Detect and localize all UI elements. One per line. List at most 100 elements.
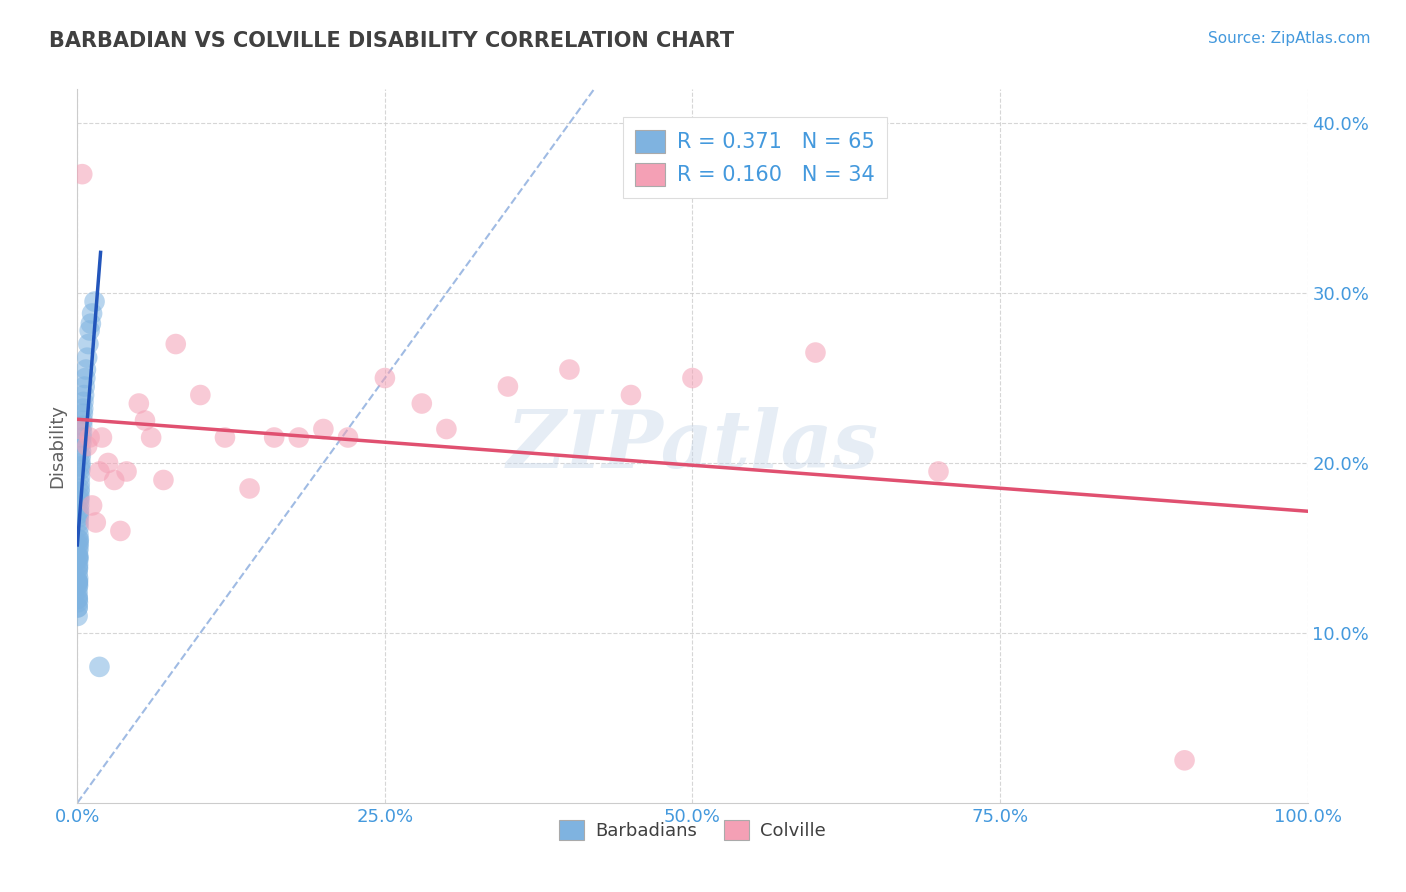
Point: [67, 527, 90, 541]
Point: [66, 600, 89, 615]
Point: [70, 425, 93, 440]
Point: [67, 558, 90, 572]
Point: [165, 337, 187, 351]
Point: [70, 430, 93, 444]
Point: [70, 444, 93, 458]
Point: [73, 388, 96, 402]
Point: [496, 379, 519, 393]
Point: [89, 465, 111, 479]
Point: [66, 608, 89, 623]
Point: [79, 323, 101, 337]
Point: [558, 362, 581, 376]
Point: [66, 574, 89, 589]
Point: [66, 600, 89, 615]
Point: [374, 371, 396, 385]
Point: [97, 456, 120, 470]
Point: [66, 574, 89, 589]
Point: [76, 439, 98, 453]
Text: ZIPatlas: ZIPatlas: [506, 408, 879, 484]
Point: [67, 493, 90, 508]
Point: [90, 430, 114, 444]
Point: [69, 476, 91, 491]
Point: [67, 490, 90, 504]
Point: [115, 465, 138, 479]
Point: [66, 578, 89, 592]
Point: [66, 591, 89, 606]
Point: [69, 449, 91, 463]
Point: [67, 510, 90, 524]
Point: [67, 499, 90, 513]
Point: [411, 396, 433, 410]
Point: [69, 422, 91, 436]
Point: [67, 549, 90, 564]
Point: [128, 396, 150, 410]
Point: [214, 430, 236, 444]
Point: [110, 524, 132, 538]
Point: [69, 463, 91, 477]
Point: [73, 379, 96, 393]
Point: [72, 407, 94, 421]
Point: [66, 549, 89, 564]
Point: [67, 572, 90, 586]
Point: [69, 484, 91, 499]
Point: [67, 544, 90, 558]
Legend: Barbadians, Colville: Barbadians, Colville: [551, 813, 834, 847]
Point: [67, 551, 90, 566]
Point: [141, 430, 163, 444]
Point: [70, 435, 93, 450]
Point: [288, 430, 311, 444]
Point: [82, 306, 104, 320]
Point: [75, 371, 97, 385]
Point: [67, 507, 90, 521]
Point: [72, 413, 94, 427]
Point: [66, 583, 89, 598]
Point: [79, 430, 101, 444]
Point: [72, 401, 94, 416]
Point: [80, 317, 103, 331]
Point: [804, 345, 827, 359]
Point: [67, 537, 90, 551]
Point: [67, 536, 90, 550]
Point: [67, 533, 90, 547]
Point: [67, 520, 90, 534]
Point: [312, 422, 335, 436]
Point: [239, 482, 262, 496]
Point: [83, 294, 105, 309]
Text: Source: ZipAtlas.com: Source: ZipAtlas.com: [1208, 31, 1371, 46]
Point: [69, 456, 91, 470]
Point: [67, 553, 90, 567]
Y-axis label: Disability: Disability: [48, 404, 66, 488]
Point: [89, 660, 111, 674]
Point: [67, 503, 90, 517]
Point: [66, 561, 89, 575]
Point: [67, 541, 90, 555]
Point: [72, 394, 94, 409]
Point: [70, 418, 93, 433]
Point: [66, 574, 89, 589]
Point: [76, 351, 98, 365]
Point: [152, 473, 174, 487]
Point: [66, 566, 89, 581]
Point: [928, 465, 950, 479]
Point: [682, 371, 704, 385]
Point: [263, 430, 285, 444]
Point: [337, 430, 360, 444]
Point: [69, 482, 91, 496]
Point: [67, 578, 90, 592]
Point: [75, 362, 97, 376]
Point: [77, 337, 100, 351]
Point: [436, 422, 458, 436]
Text: BARBADIAN VS COLVILLE DISABILITY CORRELATION CHART: BARBADIAN VS COLVILLE DISABILITY CORRELA…: [49, 31, 734, 51]
Point: [188, 388, 212, 402]
Point: [66, 589, 89, 603]
Point: [82, 499, 104, 513]
Point: [66, 595, 89, 609]
Point: [66, 561, 89, 575]
Point: [67, 516, 90, 530]
Point: [1174, 753, 1197, 767]
Point: [70, 167, 93, 181]
Point: [69, 459, 91, 474]
Point: [103, 473, 125, 487]
Point: [67, 533, 90, 547]
Point: [66, 591, 89, 606]
